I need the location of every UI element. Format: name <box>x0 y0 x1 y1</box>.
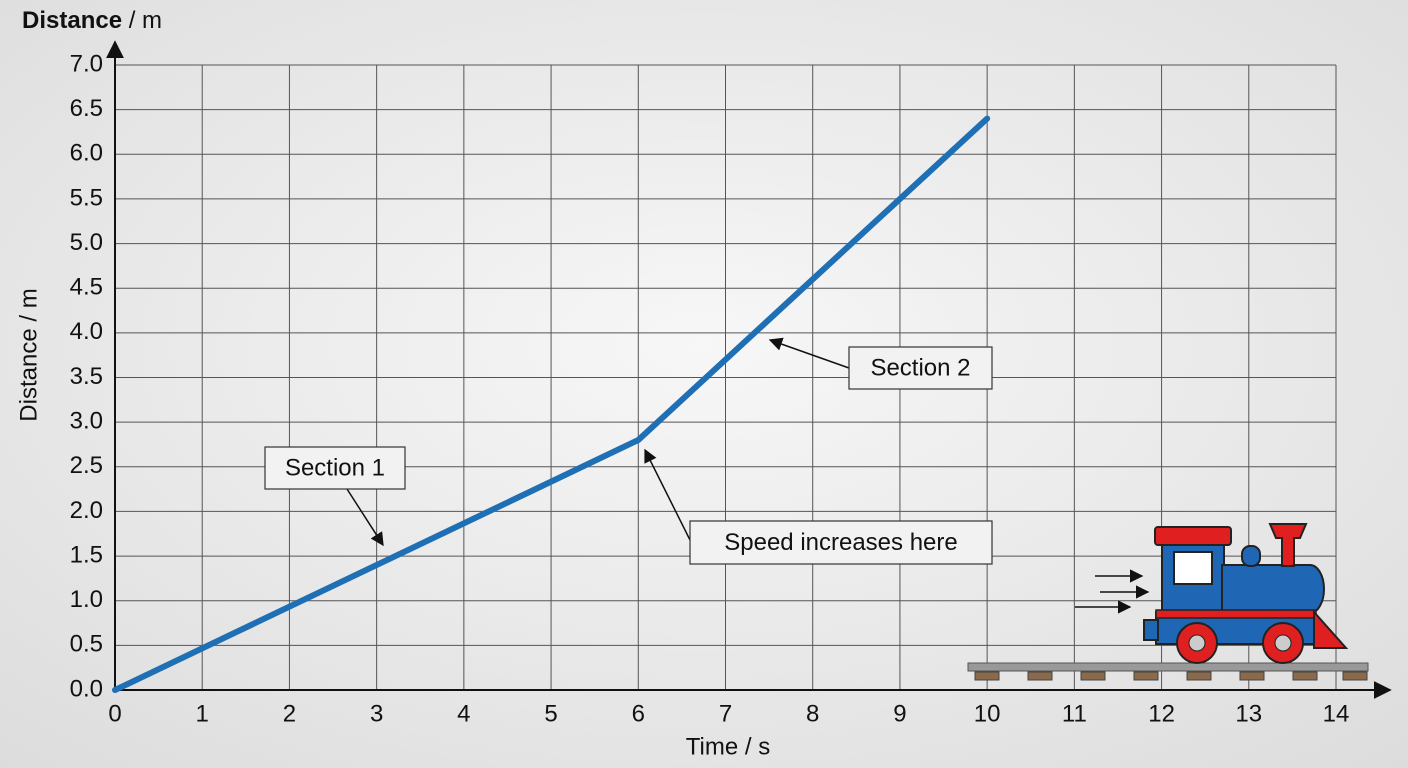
x-tick-label: 0 <box>108 700 121 727</box>
y-tick-label: 1.5 <box>70 541 103 568</box>
annotation-arrow <box>346 488 384 547</box>
annotation-arrow <box>644 448 691 541</box>
y-tick-label: 2.5 <box>70 452 103 479</box>
y-tick-label: 0.5 <box>70 631 103 658</box>
x-tick-label: 9 <box>893 700 906 727</box>
x-tick-label: 10 <box>974 700 1001 727</box>
x-tick-label: 1 <box>196 700 209 727</box>
x-tick-label: 14 <box>1323 700 1350 727</box>
x-tick-label: 2 <box>283 700 296 727</box>
y-tick-label: 7.0 <box>70 50 103 77</box>
annotation-text: Section 2 <box>870 354 970 381</box>
y-axis-label: Distance / m <box>15 288 42 421</box>
y-tick-label: 0.0 <box>70 675 103 702</box>
annotation-text: Speed increases here <box>724 529 957 556</box>
annotation-box <box>848 346 993 390</box>
y-tick-label: 4.5 <box>70 274 103 301</box>
y-tick-label: 4.0 <box>70 318 103 345</box>
y-tick-label: 3.0 <box>70 407 103 434</box>
x-tick-label: 12 <box>1148 700 1175 727</box>
x-tick-label: 6 <box>632 700 645 727</box>
x-tick-label: 7 <box>719 700 732 727</box>
y-tick-label: 3.5 <box>70 363 103 390</box>
annotation-arrow <box>768 337 850 369</box>
corner-label: Distance / m <box>22 7 162 34</box>
annotation-box <box>689 520 993 565</box>
x-tick-label: 5 <box>544 700 557 727</box>
y-tick-label: 6.5 <box>70 95 103 122</box>
x-tick-label: 11 <box>1062 700 1087 727</box>
y-tick-label: 5.0 <box>70 229 103 256</box>
annotation-text: Section 1 <box>285 454 385 481</box>
annotation-box <box>264 446 406 490</box>
y-tick-label: 6.0 <box>70 140 103 167</box>
x-tick-label: 8 <box>806 700 819 727</box>
x-tick-label: 13 <box>1235 700 1262 727</box>
y-tick-label: 5.5 <box>70 184 103 211</box>
data-line <box>112 115 991 693</box>
train-illustration <box>967 523 1369 681</box>
x-tick-label: 4 <box>457 700 470 727</box>
x-axis-label: Time / s <box>686 733 770 760</box>
y-tick-label: 2.0 <box>70 497 103 524</box>
y-tick-label: 1.0 <box>70 586 103 613</box>
x-tick-label: 3 <box>370 700 383 727</box>
